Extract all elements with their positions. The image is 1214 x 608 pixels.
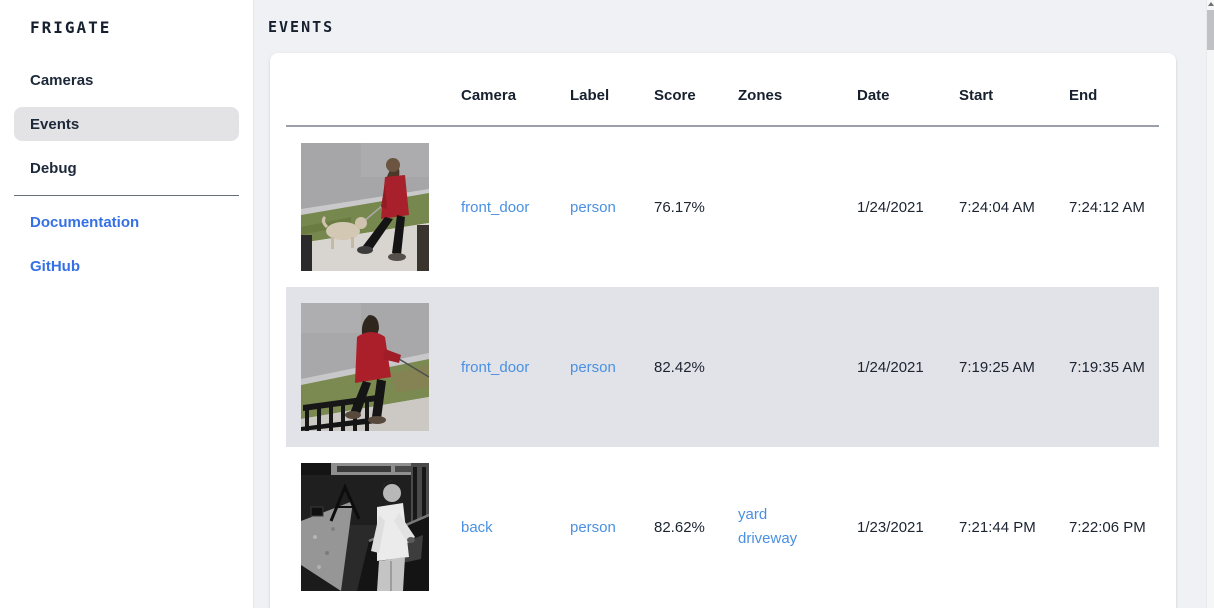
col-header-label: Label — [570, 86, 610, 104]
col-header-end: End — [1069, 86, 1098, 104]
sidebar-item-events[interactable]: Events — [14, 107, 239, 141]
camera-link[interactable]: front_door — [461, 198, 530, 216]
event-thumbnail-cell — [286, 463, 461, 591]
date-value: 1/24/2021 — [857, 198, 924, 216]
col-header-date: Date — [857, 86, 890, 104]
zone-link[interactable]: yard — [738, 506, 768, 523]
date-value: 1/24/2021 — [857, 358, 924, 376]
event-thumbnail-cell — [286, 143, 461, 271]
sidebar-divider — [14, 195, 239, 196]
events-card: Camera Label Score Zones Date Start End — [270, 53, 1176, 608]
label-link[interactable]: person — [570, 358, 616, 376]
score-value: 82.42% — [654, 358, 705, 376]
start-value: 7:19:25 AM — [959, 358, 1035, 376]
page-title: EVENTS — [268, 18, 335, 36]
end-value: 7:19:35 AM — [1069, 358, 1145, 376]
sidebar-link-label: Documentation — [30, 213, 140, 231]
zone-link[interactable]: driveway — [738, 530, 798, 547]
scrollbar-thumb[interactable] — [1207, 10, 1214, 50]
sidebar-link-documentation[interactable]: Documentation — [14, 205, 239, 239]
sidebar-nav: Cameras Events Debug Documentation GitHu… — [0, 63, 253, 283]
scroll-up-icon[interactable] — [1208, 2, 1214, 6]
main-content: EVENTS Camera Label Score Zones Date Sta… — [254, 17, 1214, 608]
score-value: 76.17% — [654, 198, 705, 216]
event-thumbnail[interactable] — [301, 303, 429, 431]
col-header-start: Start — [959, 86, 994, 104]
label-link[interactable]: person — [570, 518, 616, 536]
scrollbar[interactable] — [1206, 0, 1214, 608]
col-header-score: Score — [654, 86, 696, 104]
event-thumbnail-cell — [286, 303, 461, 431]
end-value: 7:22:06 PM — [1069, 518, 1146, 536]
sidebar: FRIGATE Cameras Events Debug Documentati… — [0, 0, 254, 608]
sidebar-item-debug[interactable]: Debug — [14, 151, 239, 185]
end-value: 7:24:12 AM — [1069, 198, 1145, 216]
event-row[interactable]: back person 82.62% yard driveway 1/23/20… — [286, 447, 1159, 607]
sidebar-link-github[interactable]: GitHub — [14, 249, 239, 283]
event-thumbnail[interactable] — [301, 463, 429, 591]
date-value: 1/23/2021 — [857, 518, 924, 536]
sidebar-item-label: Events — [30, 115, 80, 133]
camera-link[interactable]: front_door — [461, 358, 530, 376]
sidebar-item-cameras[interactable]: Cameras — [14, 63, 239, 97]
sidebar-item-label: Cameras — [30, 71, 94, 89]
start-value: 7:21:44 PM — [959, 518, 1036, 536]
start-value: 7:24:04 AM — [959, 198, 1035, 216]
app-logo[interactable]: FRIGATE — [30, 18, 112, 37]
table-header-row: Camera Label Score Zones Date Start End — [286, 53, 1159, 127]
col-header-camera: Camera — [461, 86, 517, 104]
camera-link[interactable]: back — [461, 518, 493, 536]
event-thumbnail[interactable] — [301, 143, 429, 271]
event-row[interactable]: front_door person 82.42% 1/24/2021 7:19:… — [286, 287, 1159, 447]
sidebar-link-label: GitHub — [30, 257, 80, 275]
label-link[interactable]: person — [570, 198, 616, 216]
col-header-zones: Zones — [738, 86, 783, 104]
event-row[interactable]: front_door person 76.17% 1/24/2021 7:24:… — [286, 127, 1159, 287]
score-value: 82.62% — [654, 518, 705, 536]
sidebar-item-label: Debug — [30, 159, 77, 177]
zones-cell: yard driveway — [738, 503, 857, 551]
